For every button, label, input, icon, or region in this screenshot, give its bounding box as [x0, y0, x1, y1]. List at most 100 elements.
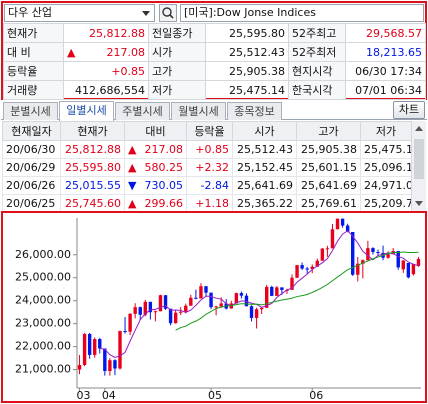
tab[interactable]: 종목정보	[227, 102, 282, 120]
candle-body	[113, 360, 117, 369]
candle-body	[82, 334, 87, 366]
open: 25,152.45	[232, 158, 297, 177]
quote-row: 거래량 412,686,554 저가 25,475.14 한국시각 07/01 …	[3, 80, 426, 100]
value: ▲ 217.08	[63, 42, 149, 62]
moving-average-line	[99, 230, 419, 358]
candle-body	[103, 348, 107, 371]
date: 20/06/30	[2, 140, 61, 159]
low: 24,971.03	[360, 176, 412, 195]
change-sign: ▲	[67, 45, 76, 59]
x-tick-label: 05	[208, 389, 222, 401]
candle-body	[416, 259, 421, 266]
value: 25,595.80	[205, 23, 289, 43]
label: 52주최고	[288, 23, 346, 43]
high: 25,601.15	[296, 158, 361, 177]
low: 25,209.79	[360, 194, 412, 213]
chart-button[interactable]: 차트	[393, 101, 425, 119]
tab-active[interactable]: 일별시세	[59, 101, 114, 121]
symbol-name: [미국]:Dow Jonse Indices	[180, 4, 424, 22]
chart: 21,000.00 22,000.00 23,000.00 24,000.00 25,0…	[15, 218, 421, 402]
price: 25,595.80	[60, 158, 125, 177]
tab[interactable]: 주별시세	[115, 102, 170, 120]
label: 대 비	[3, 42, 64, 62]
value: 25,905.38	[205, 61, 289, 81]
candle-body	[219, 303, 223, 307]
change-cell: ▲ 580.25	[128, 161, 183, 174]
header-row: 현재일자 현재가 대비 등락율 시가 고가 저가	[2, 121, 412, 141]
scrollbar-arrows	[414, 126, 424, 206]
value: 18,213.65	[345, 42, 426, 62]
label: 고가	[148, 61, 206, 81]
candle-body	[143, 301, 147, 315]
candle-body	[300, 265, 304, 269]
candle-body	[315, 260, 319, 267]
candle-body	[209, 292, 213, 308]
candle-body	[386, 254, 390, 258]
candle-body	[330, 229, 335, 249]
daily-row[interactable]: 20/06/30 25,812.88 ▲ 217.08 +0.85 25,512.…	[2, 140, 412, 159]
candle-body	[158, 295, 163, 312]
daily-row[interactable]: 20/06/29 25,595.80 ▲ 580.25 +2.32 25,152.…	[2, 158, 412, 177]
label: 52주최저	[288, 42, 346, 62]
candle-body	[194, 297, 198, 299]
date: 20/06/25	[2, 194, 61, 213]
chart-panel: 21,000.00 22,000.00 23,000.00 24,000.00 25,0…	[1, 211, 427, 403]
label: 등락율	[3, 61, 64, 81]
column-header: 현재가	[60, 121, 125, 141]
candle-body	[173, 312, 178, 324]
candle-body	[204, 286, 208, 293]
y-tick-label: 21,000.00	[15, 363, 71, 376]
candle-body	[259, 307, 264, 310]
y-tick-label: 26,000.00	[15, 248, 71, 261]
price: 25,015.55	[60, 176, 125, 195]
candle-body	[254, 309, 259, 318]
change-sign: ▲	[128, 161, 137, 174]
column-header: 저가	[360, 121, 412, 141]
label: 현지시각	[288, 61, 346, 81]
tab[interactable]: 분별시세	[3, 102, 58, 120]
value: +0.85	[63, 61, 149, 81]
label: 시가	[148, 42, 206, 62]
value: 25,812.88	[63, 23, 149, 43]
daily-table: 현재일자 현재가 대비 등락율 시가 고가 저가 20/06/30 25,812…	[2, 121, 412, 213]
price: 25,812.88	[60, 140, 125, 159]
candle-body	[356, 263, 360, 275]
candle-body	[265, 286, 269, 308]
x-tick-label: 03	[77, 389, 91, 401]
scrollbar[interactable]	[411, 121, 426, 211]
candle-body	[411, 264, 416, 275]
change-sign: ▲	[128, 143, 137, 156]
change-sign: ▲	[128, 197, 137, 210]
tab-bar: 분별시세 일별시세 주별시세 월별시세 종목정보 차트	[1, 101, 427, 121]
tab[interactable]: 월별시세	[171, 102, 226, 120]
quote-row: 현재가 25,812.88 전일종가 25,595.80 52주최고 29,56…	[3, 23, 426, 43]
search-button[interactable]	[159, 4, 177, 22]
daily-row[interactable]: 20/06/25 25,745.60 ▲ 299.66 +1.18 25,365.…	[2, 194, 412, 213]
change: ▲ 299.66	[124, 194, 187, 213]
change-value: 730.05	[144, 179, 184, 192]
change-value: 217.08	[106, 45, 146, 59]
symbol-input[interactable]: 다우 산업	[4, 4, 155, 22]
candle-body	[310, 266, 314, 269]
candle-body	[371, 248, 375, 252]
candle-body	[153, 311, 158, 313]
change-cell: ▲ 299.66	[128, 197, 183, 210]
low: 25,475.14	[360, 140, 412, 159]
change-cell: ▲ 217.08	[128, 143, 183, 156]
candle-body	[148, 301, 153, 313]
rate: +0.85	[186, 140, 233, 159]
price: 25,745.60	[60, 194, 125, 213]
dropdown-arrow[interactable]	[140, 7, 152, 19]
candle-body	[320, 248, 325, 261]
date: 20/06/29	[2, 158, 61, 177]
candle-body	[376, 252, 380, 253]
y-tick-label: 22,000.00	[15, 340, 71, 353]
quote-panel: 다우 산업 [미국]:Dow Jonse Indices 현재가 25,812.…	[1, 1, 427, 100]
candle-body	[335, 218, 340, 230]
daily-row[interactable]: 20/06/26 25,015.55 ▼ 730.05 -2.84 25,641.…	[2, 176, 412, 195]
column-header: 고가	[296, 121, 361, 141]
candle-body	[184, 305, 188, 312]
candle-body	[239, 293, 244, 296]
column-header: 현재일자	[2, 121, 61, 141]
